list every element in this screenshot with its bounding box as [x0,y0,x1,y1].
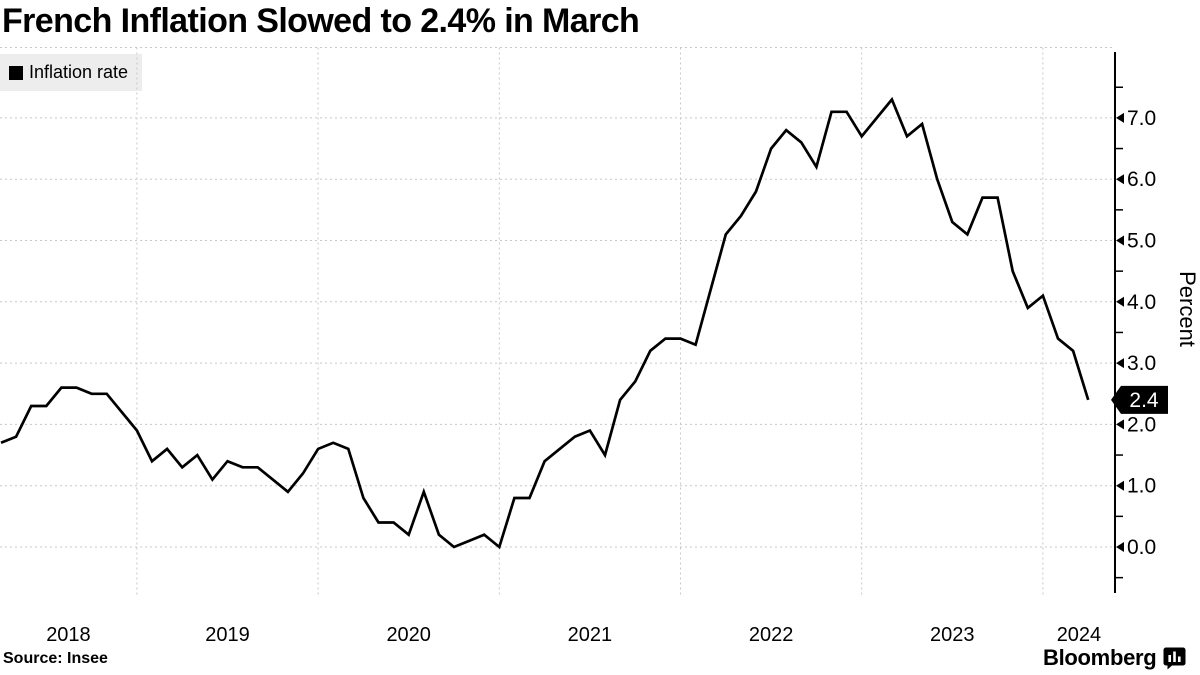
x-axis-year-label-2018: 2018 [46,624,91,646]
y-axis-title: Percent [1175,271,1200,347]
source-note: Source: Insee [3,650,108,667]
y-tick-label-7: 7.0 [1127,107,1156,130]
y-tick-arrow-icon-5 [1116,235,1124,246]
y-tick-arrow-icon-2 [1116,419,1124,430]
last-value-badge [1111,385,1168,414]
x-axis-year-label-2020: 2020 [386,624,431,646]
bloomberg-chart-bubble-icon [1163,647,1186,669]
chart-title: French Inflation Slowed to 2.4% in March [2,2,640,40]
y-tick-label-6: 6.0 [1127,168,1156,191]
y-tick-label-4: 4.0 [1127,291,1156,314]
y-tick-label-5: 5.0 [1127,230,1156,253]
y-tick-arrow-icon-0 [1116,542,1124,552]
x-axis-year-label-2023: 2023 [930,624,975,646]
last-value-badge-label: 2.4 [1129,389,1159,412]
x-axis-year-label-2021: 2021 [568,624,613,646]
y-tick-label-2: 2.0 [1127,413,1156,436]
x-axis-year-label-2022: 2022 [749,624,794,646]
y-tick-arrow-icon-7 [1116,112,1124,123]
y-tick-arrow-icon-4 [1116,296,1124,307]
y-tick-arrow-icon-6 [1116,174,1124,185]
legend: Inflation rate [0,54,143,91]
legend-label: Inflation rate [29,62,129,82]
inflation-rate-line [0,96,1090,550]
y-tick-arrow-icon-3 [1116,358,1124,369]
bloomberg-wordmark: Bloomberg [1043,645,1157,670]
y-tick-label-3: 3.0 [1127,352,1156,375]
x-axis-year-label-2019: 2019 [205,624,250,646]
legend-swatch-icon [9,65,23,80]
brand-lockup: Bloomberg [1043,645,1186,671]
y-tick-label-0: 0.0 [1127,536,1156,559]
y-tick-label-1: 1.0 [1127,475,1156,498]
y-tick-arrow-icon-1 [1116,480,1124,491]
x-axis-year-label-2024: 2024 [1057,624,1102,646]
